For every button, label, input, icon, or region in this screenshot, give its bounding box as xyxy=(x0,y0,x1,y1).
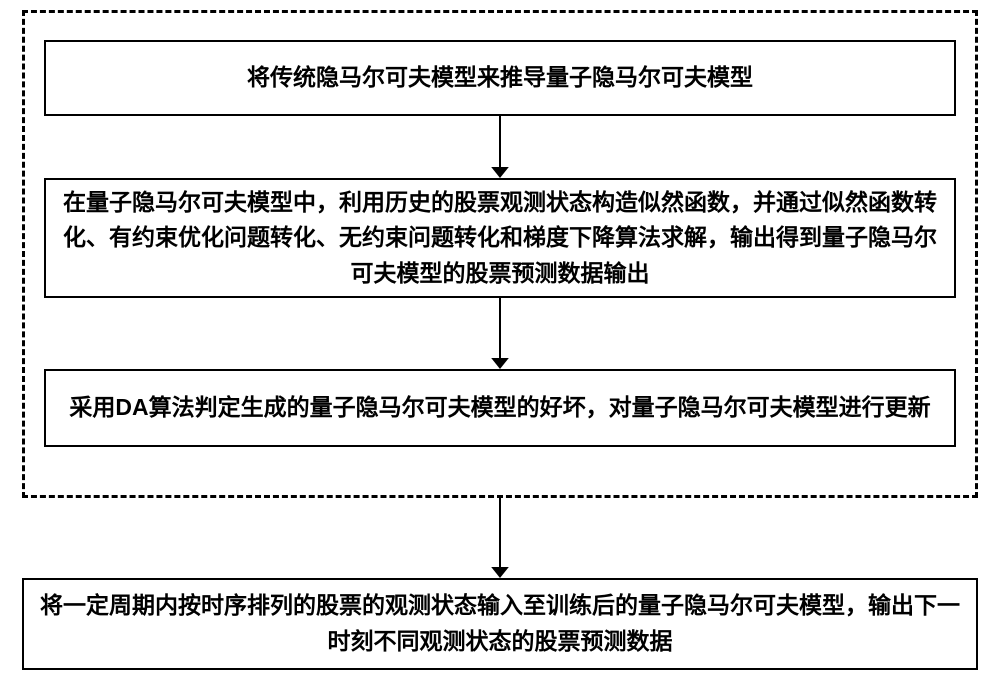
node-text: 在量子隐马尔可夫模型中，利用历史的股票观测状态构造似然函数，并通过似然函数转化、… xyxy=(46,185,954,292)
node-text: 将一定周期内按时序排列的股票的观测状态输入至训练后的量子隐马尔可夫模型，输出下一… xyxy=(24,588,976,659)
arrow-frame-n4 xyxy=(487,498,513,578)
flowchart-canvas: 将传统隐马尔可夫模型来推导量子隐马尔可夫模型 在量子隐马尔可夫模型中，利用历史的… xyxy=(0,0,1000,692)
arrow-n2-n3 xyxy=(487,298,513,369)
flow-node-derive-qhmm: 将传统隐马尔可夫模型来推导量子隐马尔可夫模型 xyxy=(44,40,956,116)
flow-node-predict-output: 将一定周期内按时序排列的股票的观测状态输入至训练后的量子隐马尔可夫模型，输出下一… xyxy=(22,578,978,670)
node-text: 采用DA算法判定生成的量子隐马尔可夫模型的好坏，对量子隐马尔可夫模型进行更新 xyxy=(57,390,942,426)
flow-node-likelihood-solve: 在量子隐马尔可夫模型中，利用历史的股票观测状态构造似然函数，并通过似然函数转化、… xyxy=(44,178,956,298)
flow-node-da-evaluate: 采用DA算法判定生成的量子隐马尔可夫模型的好坏，对量子隐马尔可夫模型进行更新 xyxy=(44,369,956,447)
arrow-n1-n2 xyxy=(487,116,513,178)
node-text: 将传统隐马尔可夫模型来推导量子隐马尔可夫模型 xyxy=(235,60,765,96)
